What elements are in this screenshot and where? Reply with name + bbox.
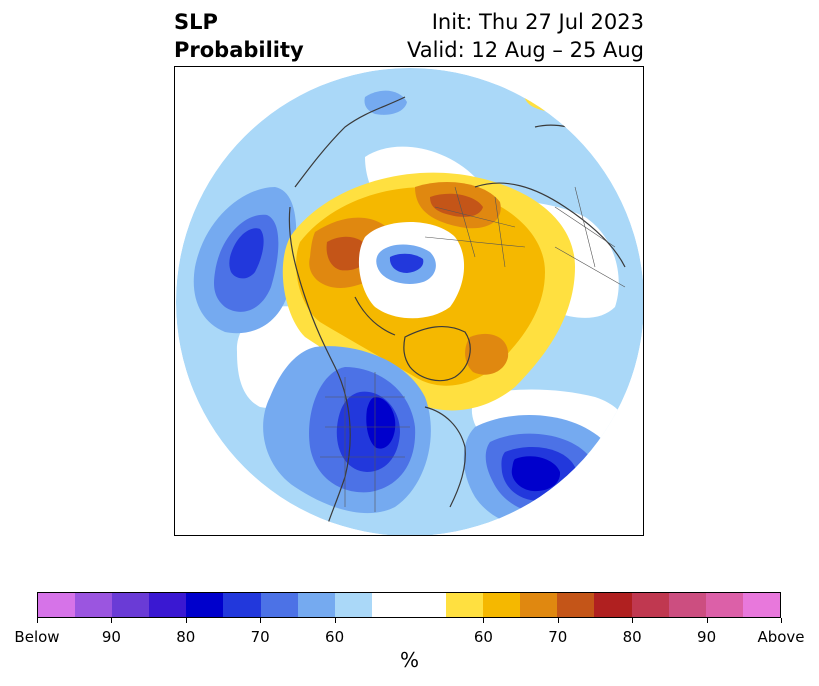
colorbar-tick bbox=[37, 618, 38, 623]
colorbar-tick-label: 70 bbox=[548, 628, 568, 646]
polar-probability-map bbox=[176, 68, 643, 535]
blue-low-east-core bbox=[511, 456, 561, 492]
colorbar-tick bbox=[632, 618, 634, 623]
colorbar-cell bbox=[408, 593, 447, 617]
probability-colorbar bbox=[37, 592, 781, 618]
colorbar-tick-label: Below bbox=[14, 628, 60, 646]
political-borders bbox=[320, 186, 626, 512]
orange-core-east bbox=[465, 333, 509, 375]
colorbar-cell bbox=[297, 593, 335, 617]
colorbar-cell bbox=[149, 593, 187, 617]
colorbar-tick-label: 70 bbox=[250, 628, 270, 646]
colorbar-tick-label: 90 bbox=[697, 628, 717, 646]
blue-low-south-core bbox=[366, 397, 396, 449]
colorbar-cell bbox=[186, 593, 224, 617]
colorbar-cell bbox=[371, 593, 409, 617]
colorbar-tick-label: Above bbox=[757, 628, 805, 646]
colorbar-tick-label: 60 bbox=[473, 628, 493, 646]
colorbar-cell bbox=[38, 593, 76, 617]
colorbar-tick bbox=[111, 618, 113, 623]
colorbar-tick bbox=[483, 618, 485, 623]
colorbar-cell bbox=[668, 593, 706, 617]
colorbar-cell bbox=[112, 593, 150, 617]
colorbar-tick-label: 90 bbox=[101, 628, 121, 646]
colorbar-tick bbox=[334, 618, 336, 623]
colorbar-tick-label: 60 bbox=[325, 628, 345, 646]
colorbar-cell bbox=[520, 593, 558, 617]
title-line-probability: Probability bbox=[174, 38, 304, 62]
title-line-slp: SLP bbox=[174, 10, 218, 34]
colorbar-cell bbox=[557, 593, 595, 617]
colorbar-cell bbox=[705, 593, 743, 617]
colorbar-tick bbox=[185, 618, 187, 623]
colorbar-tick-label: 80 bbox=[622, 628, 642, 646]
colorbar-cell bbox=[223, 593, 261, 617]
colorbar-unit-label: % bbox=[399, 648, 419, 672]
date-info: Init: Thu 27 Jul 2023 Valid: 12 Aug – 25… bbox=[407, 8, 644, 64]
colorbar-cell bbox=[260, 593, 298, 617]
colorbar-cell bbox=[334, 593, 372, 617]
colorbar-cell bbox=[742, 593, 780, 617]
red-core-north bbox=[430, 193, 483, 217]
colorbar-tick-label: 80 bbox=[176, 628, 196, 646]
chart-title: SLP Probability bbox=[174, 8, 304, 64]
colorbar-tick bbox=[781, 618, 782, 623]
colorbar-cell bbox=[446, 593, 484, 617]
colorbar-cell bbox=[631, 593, 669, 617]
colorbar-cell bbox=[483, 593, 521, 617]
colorbar-tick bbox=[260, 618, 262, 623]
blue-polar-low-core bbox=[389, 253, 424, 273]
colorbar-cell bbox=[75, 593, 113, 617]
init-date-label: Init: Thu 27 Jul 2023 bbox=[431, 10, 644, 34]
blue-patch-north bbox=[364, 90, 407, 115]
valid-period-label: Valid: 12 Aug – 25 Aug bbox=[406, 38, 644, 62]
colorbar-tick bbox=[706, 618, 708, 623]
map-panel bbox=[174, 66, 644, 536]
colorbar-ticks: Below 90 80 70 60 60 70 80 90 Above bbox=[14, 618, 805, 648]
blue-low-west-inner bbox=[229, 228, 264, 279]
colorbar-cell bbox=[594, 593, 632, 617]
colorbar-tick bbox=[557, 618, 559, 623]
